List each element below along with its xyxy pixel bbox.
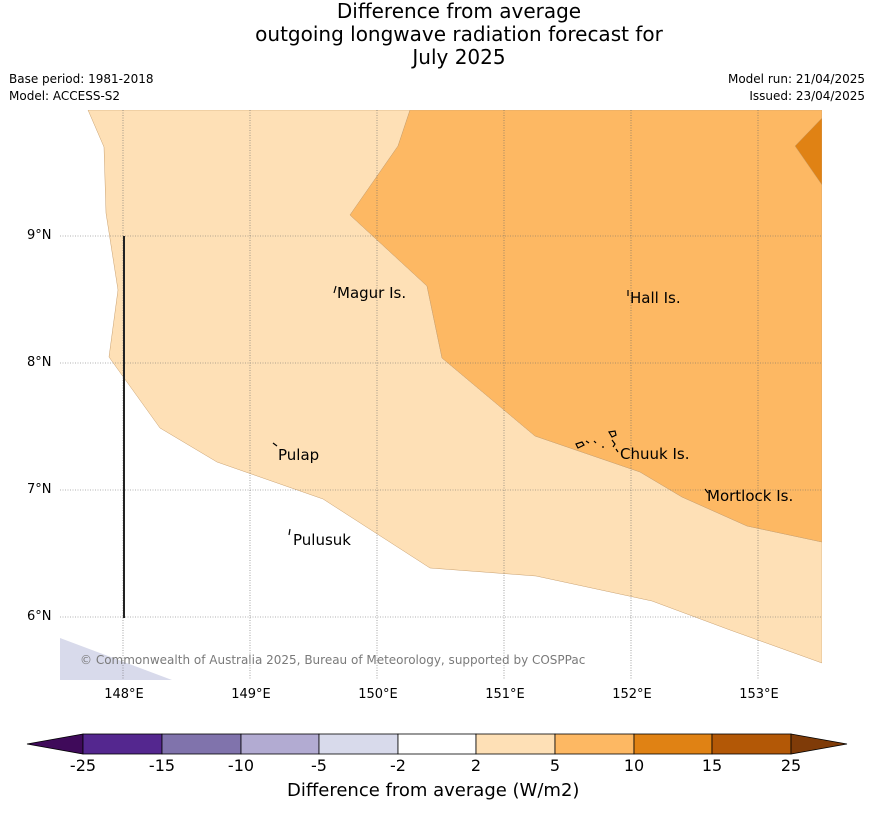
place-pulusuk: Pulusuk [293,531,351,549]
pulusuk-island-mark [288,528,291,536]
chuuk-island-marks [575,430,619,453]
place-hall-is: Hall Is. [630,289,681,307]
colorbar-seg-15-25 [711,733,792,755]
colorbar-label: Difference from average (W/m2) [287,780,580,801]
issued-date: Issued: 23/04/2025 [749,89,865,103]
colorbar [26,733,848,755]
colorbar-tick: -10 [227,756,255,775]
region-neg5-neg2 [60,638,172,680]
title-line-3: July 2025 [412,45,506,69]
colorbar-tick: -2 [390,756,406,775]
colorbar-seg-neg25-neg15 [82,733,163,755]
lat-label-6n: 6°N [27,609,52,624]
colorbar-tick: 25 [780,756,802,775]
pulap-island-mark [272,442,278,447]
map-panel[interactable] [60,110,822,680]
meta-right: Model run: 21/04/2025 Issued: 23/04/2025 [728,71,865,105]
title-line-2: outgoing longwave radiation forecast for [255,22,663,46]
model-run: Model run: 21/04/2025 [727,72,865,86]
colorbar-tick: 2 [470,756,482,775]
colorbar-seg-5-10 [554,733,635,755]
lat-label-7n: 7°N [27,482,52,497]
island-markers [272,285,709,536]
map-svg [60,110,822,680]
place-magur-is: Magur Is. [337,284,407,302]
colorbar-seg-neg10-neg5 [240,733,320,755]
title-line-1: Difference from average [336,0,582,23]
lon-label-148e: 148°E [104,687,144,702]
colorbar-seg-10-15 [633,733,713,755]
region-5-10 [349,110,822,543]
colorbar-extend-low [26,733,84,755]
colorbar-tick: -25 [69,756,97,775]
lon-label-151e: 151°E [485,687,525,702]
colorbar-tick: 10 [623,756,645,775]
lat-label-8n: 8°N [27,355,52,370]
colorbar-seg-2-5 [475,733,556,755]
colorbar-tick: -5 [311,756,327,775]
colorbar-tick: 15 [701,756,723,775]
colorbar-seg-neg5-neg2 [318,733,399,755]
place-pulap: Pulap [278,446,320,464]
colorbar-tick: -15 [148,756,176,775]
lon-label-153e: 153°E [739,687,779,702]
place-chuuk-is: Chuuk Is. [620,445,690,463]
colorbar-seg-neg2-2 [397,733,477,755]
lon-label-150e: 150°E [358,687,398,702]
colorbar-extend-high [790,733,848,755]
mortlock-island-mark [704,488,709,494]
model-name: Model: ACCESS-S2 [9,89,121,103]
base-period: Base period: 1981-2018 [9,72,154,86]
copyright-notice: © Commonwealth of Australia 2025, Bureau… [80,653,586,667]
lon-label-149e: 149°E [231,687,271,702]
magur-island-mark [333,285,337,294]
meta-left: Base period: 1981-2018 Model: ACCESS-S2 [9,71,154,105]
colorbar-tick: 5 [549,756,561,775]
region-10-15 [794,117,822,186]
lon-label-152e: 152°E [612,687,652,702]
colorbar-seg-neg15-neg10 [161,733,242,755]
place-mortlock-is: Mortlock Is. [707,487,794,505]
lat-label-9n: 9°N [27,228,52,243]
chart-title: Difference from average outgoing longwav… [0,0,873,69]
